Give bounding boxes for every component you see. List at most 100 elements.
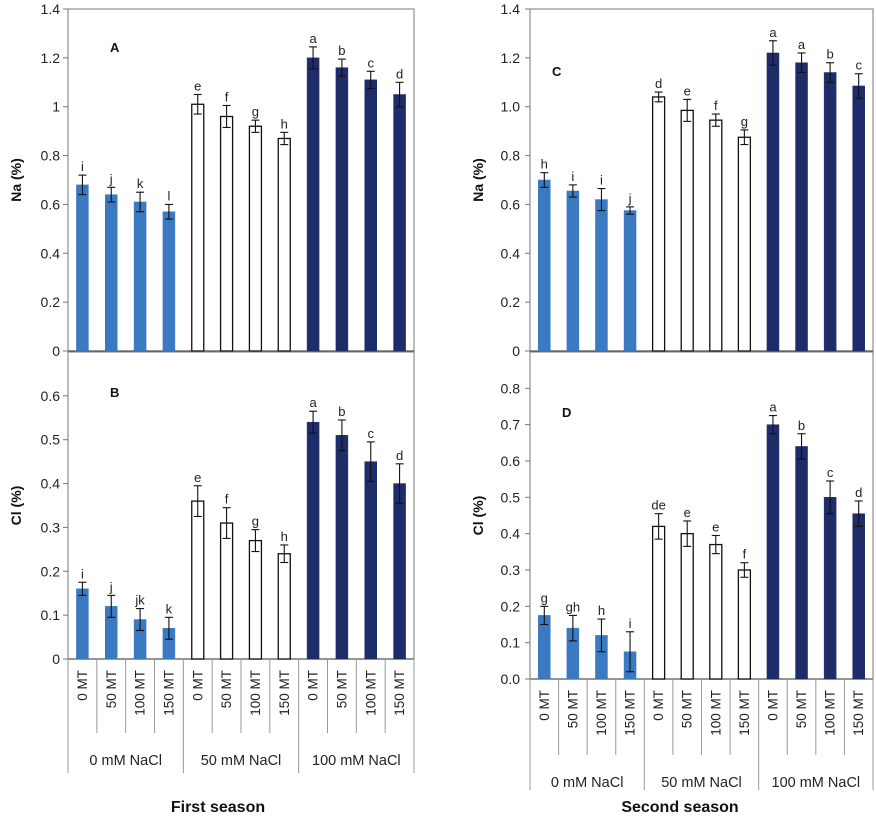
significance-letter: gh	[566, 599, 580, 614]
bar	[680, 109, 694, 352]
bar	[623, 210, 637, 352]
y-tick-label: 1.2	[501, 50, 521, 66]
x-tick-label: 50 MT	[104, 670, 119, 708]
x-tick-label: 0 MT	[306, 670, 321, 701]
y-tick-label: 0.6	[41, 388, 61, 404]
y-tick-label: 0.7	[501, 417, 521, 433]
x-tick-label: 100 MT	[594, 690, 609, 736]
significance-letter: j	[109, 171, 113, 186]
group-label: 0 mM NaCl	[89, 753, 162, 769]
significance-letter: jk	[134, 593, 145, 608]
y-tick-label: 0.5	[501, 489, 521, 505]
significance-letter: a	[309, 31, 317, 46]
y-tick-label: 0.6	[501, 196, 521, 212]
panel-letter: D	[562, 405, 571, 420]
y-tick-label: 0.4	[41, 245, 61, 261]
significance-letter: e	[684, 505, 691, 520]
x-tick-label: 150 MT	[851, 690, 866, 736]
y-tick-label: 0.8	[501, 148, 521, 164]
significance-letter: d	[396, 448, 403, 463]
bar	[709, 543, 723, 680]
significance-letter: h	[598, 603, 605, 618]
panel-a: 0 0.2 0.4 0.6 0.8 1 1.2 1.4 Na (%) Ai j k l e f g h a b c d	[8, 1, 415, 359]
significance-letter: e	[194, 79, 201, 94]
bar	[277, 137, 291, 352]
bar	[335, 67, 349, 352]
y-tick-label: 0.2	[501, 598, 521, 614]
season-title-second: Second season	[621, 799, 738, 816]
bar	[709, 119, 723, 352]
significance-letter: c	[827, 465, 834, 480]
x-tick-label: 0 MT	[190, 670, 205, 701]
y-tick-label: 0.3	[41, 519, 61, 535]
y-tick-label: 0.3	[501, 562, 521, 578]
bar	[823, 497, 837, 680]
significance-letter: f	[225, 492, 229, 507]
y-tick-label: 0.0	[501, 671, 521, 687]
significance-letter: l	[167, 188, 170, 203]
bar	[795, 62, 808, 352]
x-tick-label: 100 MT	[823, 690, 838, 736]
x-tick-label: 100 MT	[248, 670, 263, 716]
panel-letter: B	[110, 385, 119, 400]
y-axis-label: Na (%)	[8, 158, 24, 202]
significance-letter: i	[571, 169, 574, 184]
significance-letter: b	[827, 47, 834, 62]
significance-letter: b	[338, 43, 345, 58]
significance-letter: d	[396, 66, 403, 81]
bar	[393, 483, 406, 660]
y-tick-label: 0.2	[41, 294, 61, 310]
significance-letter: i	[81, 159, 84, 174]
bar	[76, 588, 89, 660]
significance-letter: k	[137, 176, 144, 191]
bar	[76, 184, 89, 352]
bar	[680, 533, 694, 680]
significance-letter: a	[769, 25, 777, 40]
y-tick-label: 0	[52, 651, 60, 667]
significance-letter: g	[252, 514, 259, 529]
y-tick-label: 0	[512, 343, 520, 359]
bar	[248, 539, 263, 660]
panel-b: 0 0.1 0.2 0.3 0.4 0.5 0.6 Cl (%) Bi 0 MT j 50 MT jk 1…	[8, 351, 415, 773]
x-tick-label: 0 MT	[537, 690, 552, 721]
significance-letter: b	[798, 418, 805, 433]
significance-letter: i	[600, 173, 603, 188]
bar	[566, 190, 580, 352]
significance-letter: a	[769, 400, 777, 415]
bar	[335, 435, 349, 660]
bar	[191, 500, 205, 660]
y-tick-label: 0.4	[41, 476, 61, 492]
bar	[162, 211, 176, 352]
x-tick-label: 50 MT	[680, 690, 695, 728]
y-tick-label: 0.2	[501, 294, 521, 310]
x-tick-label: 0 MT	[75, 670, 90, 701]
x-tick-label: 50 MT	[219, 670, 234, 708]
group-label: 50 mM NaCl	[201, 753, 282, 769]
bar	[248, 125, 263, 352]
bar	[651, 525, 666, 680]
y-tick-label: 0.4	[501, 526, 521, 542]
bar	[393, 94, 406, 352]
y-tick-label: 0	[52, 343, 60, 359]
y-axis-label: Na (%)	[470, 158, 486, 202]
significance-letter: e	[194, 470, 201, 485]
y-axis-label: Cl (%)	[470, 496, 486, 536]
plot-frame	[67, 351, 415, 660]
x-tick-label: 50 MT	[334, 670, 349, 708]
significance-letter: h	[281, 116, 288, 131]
significance-letter: k	[166, 601, 173, 616]
plot-frame	[529, 351, 874, 680]
group-label: 100 mM NaCl	[312, 753, 401, 769]
significance-letter: h	[541, 157, 548, 172]
bar	[364, 79, 377, 352]
y-tick-label: 0.6	[501, 453, 521, 469]
significance-letter: c	[368, 55, 375, 70]
x-tick-label: 150 MT	[623, 690, 638, 736]
y-tick-label: 1	[52, 99, 60, 115]
group-label: 50 mM NaCl	[661, 775, 742, 791]
y-tick-label: 0.5	[41, 432, 61, 448]
bar	[795, 446, 808, 680]
bar	[766, 424, 780, 680]
bar	[219, 522, 234, 660]
